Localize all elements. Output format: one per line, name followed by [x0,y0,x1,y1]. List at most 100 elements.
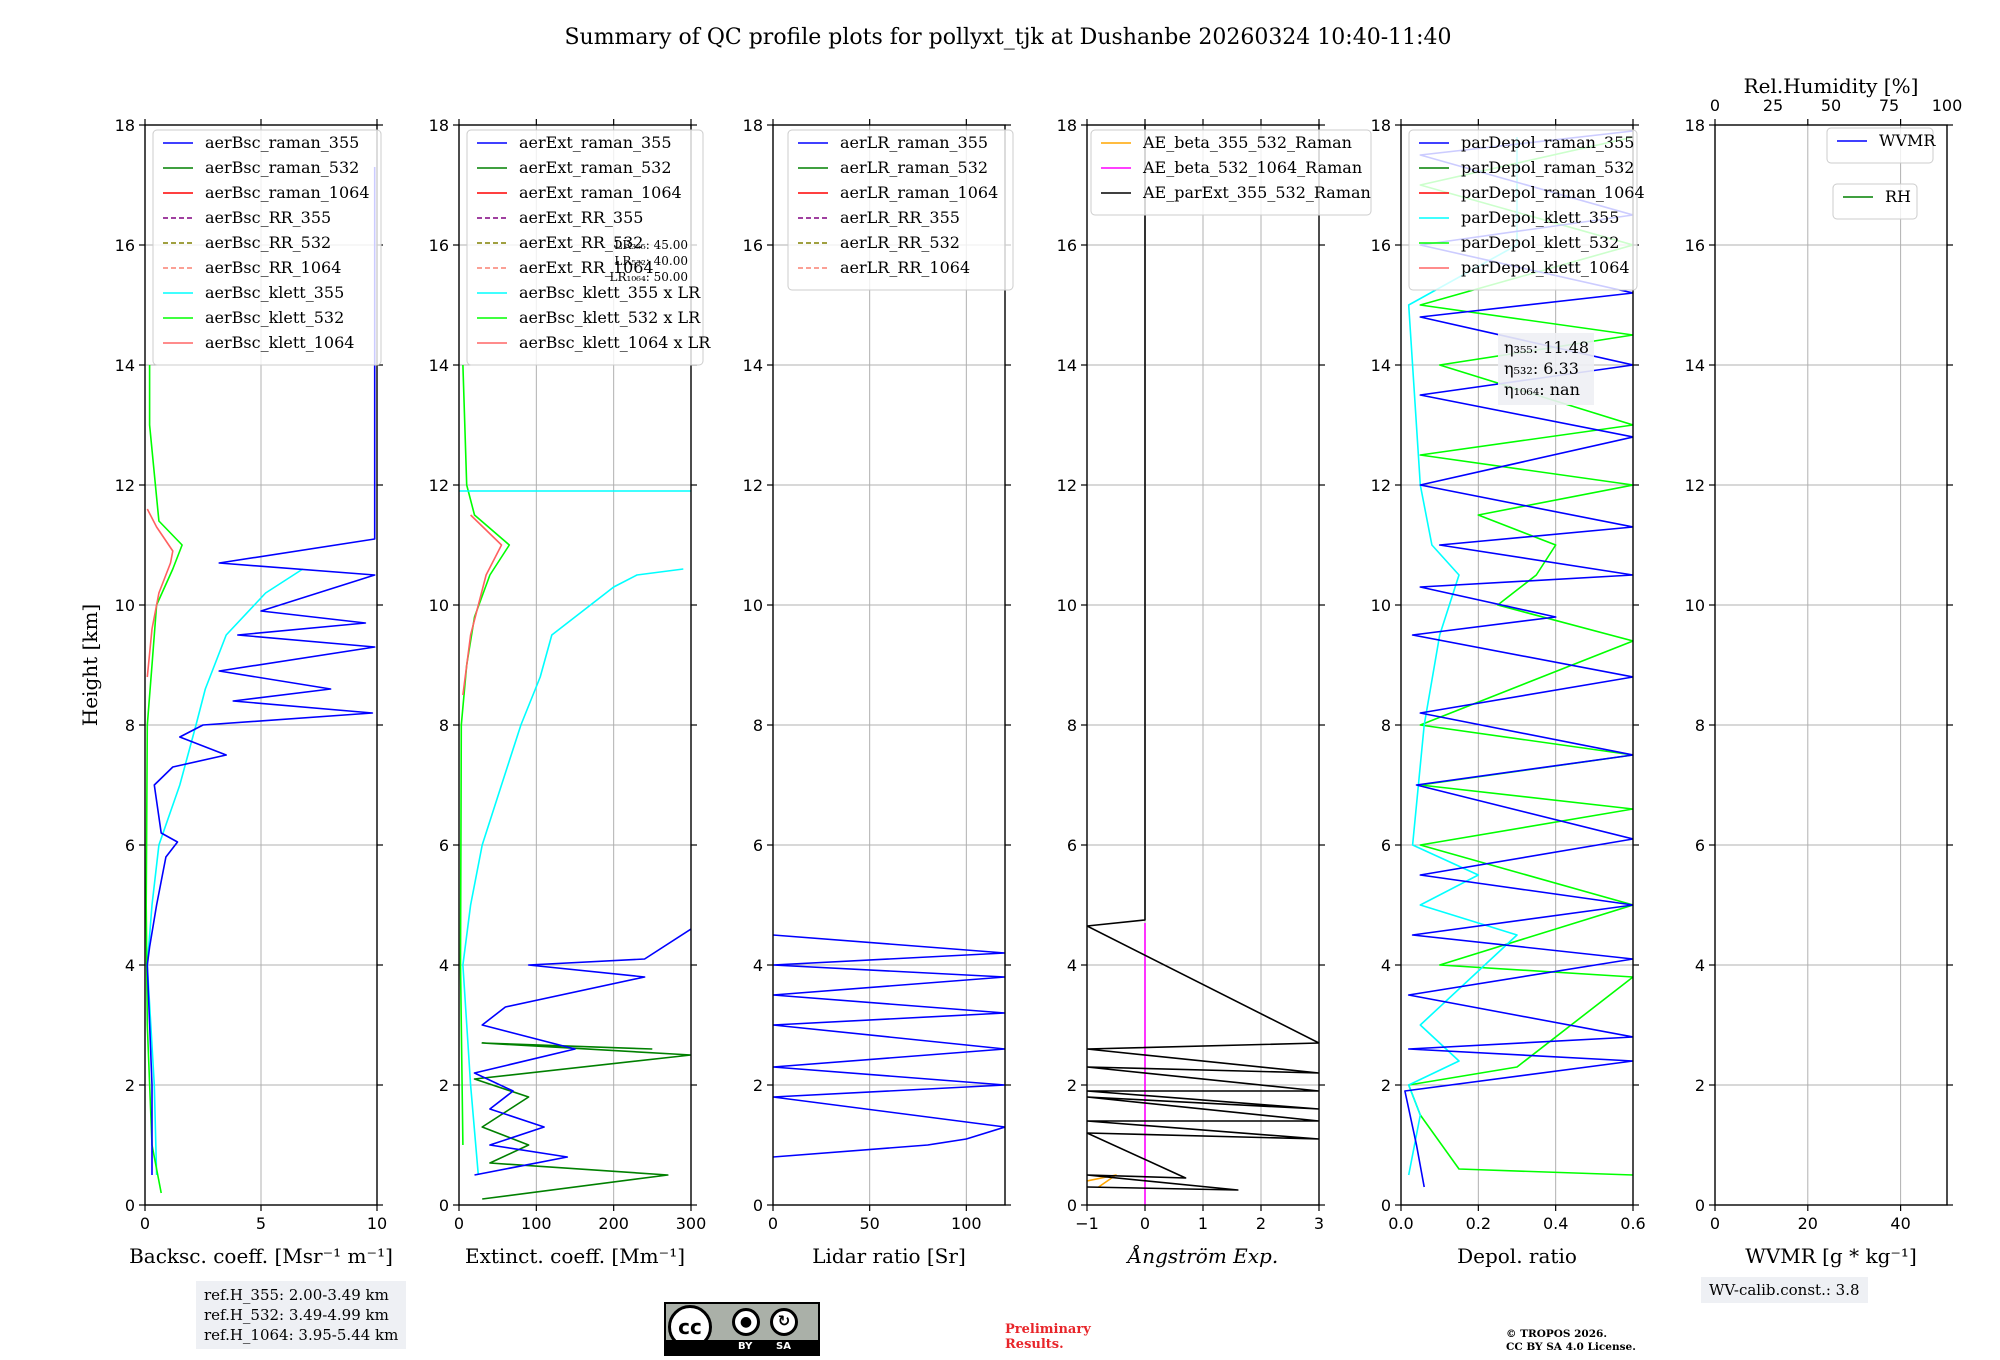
tick-label-y-depol: 14 [1371,356,1391,375]
legend-label-aerLR_RR_532: aerLR_RR_532 [840,233,960,252]
tick-label-y-depol: 16 [1371,236,1391,255]
legend-box-ae [1090,129,1372,216]
legend-label-parDepol_raman_1064: parDepol_raman_1064 [1461,183,1645,202]
cc-badge-top: cc ● ↻ [666,1304,818,1349]
lr-stat-0: LR₃₅₅: 45.00 [614,238,688,252]
tick-label-x-lr: 50 [859,1214,879,1233]
tick-label-y-ae: 16 [1057,236,1077,255]
tick-label-x-ext: 0 [454,1214,464,1233]
tick-label-y-bsc: 4 [125,956,135,975]
legend-label-aerBsc_klett_355: aerBsc_klett_355 [205,283,344,302]
x-axis-label-ext: Extinct. coeff. [Mm⁻¹] [465,1244,685,1268]
legend-label-aerLR_RR_1064: aerLR_RR_1064 [840,258,970,277]
tick-label-x-lr: 100 [951,1214,982,1233]
legend-box-wvmr [1826,127,1934,164]
series-line-aerBsc_klett_532 [145,365,183,1194]
legend-label-aerBsc_raman_355: aerBsc_raman_355 [205,133,359,152]
legend-label-aerLR_raman_532: aerLR_raman_532 [840,158,988,177]
tick-label-y-ae: 2 [1067,1076,1077,1095]
tick-label-x-ae: 3 [1314,1214,1324,1233]
tick-label-y-lr: 0 [753,1196,763,1215]
series-line-aerBsc_klett_532 x LR [459,364,511,1146]
series-group-ae [1087,125,1319,1205]
series-group-ext [459,364,691,1200]
tick-label-y-wvmr: 8 [1695,716,1705,735]
reference-height-box: ref.H_355: 2.00-3.49 km ref.H_532: 3.49-… [196,1281,407,1349]
lr-stat-1: LR₅₃₂: 40.00 [614,254,688,268]
legend-label-parDepol_klett_532: parDepol_klett_532 [1461,233,1619,252]
tick-label-x-bsc: 10 [367,1214,387,1233]
legend-label-aerExt_RR_355: aerExt_RR_355 [519,208,643,227]
tick-label-y-wvmr: 16 [1685,236,1705,255]
legend-box-rh [1832,183,1918,220]
panel-ext: 0 100 200 300 0 2 4 6 8 10 12 14 16 18 Extinct. coeff.… [429,116,712,1268]
tick-label-y-lr: 10 [743,596,763,615]
series-group-bsc [145,167,376,1194]
tick-label-y-ae: 18 [1057,116,1077,135]
tick-label-y-ae: 0 [1067,1196,1077,1215]
eta-stat-2: η₁₀₆₄: nan [1504,380,1580,399]
tick-label-y-depol: 4 [1381,956,1391,975]
tick-label-x-ext: 200 [598,1214,629,1233]
legend-label-RH: RH [1885,187,1911,206]
tick-label-x-ext: 300 [676,1214,707,1233]
tick-label-y-wvmr: 10 [1685,596,1705,615]
secondary-tick-label: 0 [1710,96,1720,115]
tick-label-y-depol: 0 [1381,1196,1391,1215]
eta-stat-0: η₃₅₅: 11.48 [1504,338,1589,357]
legend-label-aerBsc_raman_1064: aerBsc_raman_1064 [205,183,370,202]
legend-label-AE_beta_355_532_Raman: AE_beta_355_532_Raman [1142,133,1352,152]
series-line-aerBsc_klett_1064 x LR [462,514,503,696]
tick-label-y-lr: 6 [753,836,763,855]
tick-label-y-wvmr: 18 [1685,116,1705,135]
tick-label-y-wvmr: 6 [1695,836,1705,855]
tick-label-y-lr: 4 [753,956,763,975]
legend-label-aerBsc_klett_1064 x LR: aerBsc_klett_1064 x LR [519,333,711,352]
legend-label-AE_parExt_355_532_Raman: AE_parExt_355_532_Raman [1142,183,1371,202]
tick-label-y-ext: 4 [439,956,449,975]
legend-box-depol [1408,129,1638,291]
ref-height-532: ref.H_532: 3.49-4.99 km [204,1306,389,1324]
series-line-aerLR_raman_355 [773,934,1005,1158]
tick-label-y-wvmr: 2 [1695,1076,1705,1095]
legend-label-AE_beta_532_1064_Raman: AE_beta_532_1064_Raman [1142,158,1362,177]
series-group-lr [773,934,1005,1158]
legend-label-aerBsc_klett_1064: aerBsc_klett_1064 [205,333,354,352]
tick-label-y-lr: 18 [743,116,763,135]
attribution-icon: ● [732,1308,760,1336]
tick-label-y-ext: 18 [429,116,449,135]
tick-label-y-lr: 8 [753,716,763,735]
legend-label-aerLR_raman_1064: aerLR_raman_1064 [840,183,998,202]
tick-label-y-bsc: 6 [125,836,135,855]
tick-label-y-bsc: 16 [115,236,135,255]
tick-label-y-lr: 16 [743,236,763,255]
figure-title: Summary of QC profile plots for pollyxt_… [564,25,1451,50]
tick-label-x-ae: 1 [1198,1214,1208,1233]
x-axis-label-wvmr: WVMR [g * kg⁻¹] [1745,1244,1917,1268]
legend-label-aerBsc_klett_532: aerBsc_klett_532 [205,308,344,327]
tick-label-y-wvmr: 12 [1685,476,1705,495]
series-line-aerBsc_klett_1064 [146,508,174,678]
tick-label-y-ext: 8 [439,716,449,735]
legend-label-aerExt_raman_355: aerExt_raman_355 [519,133,672,152]
legend-label-aerLR_raman_355: aerLR_raman_355 [840,133,988,152]
legend-label-aerExt_raman_532: aerExt_raman_532 [519,158,672,177]
axes-frame-depol [1400,124,1634,1206]
tick-label-x-ext: 100 [521,1214,552,1233]
legend-label-aerBsc_raman_532: aerBsc_raman_532 [205,158,359,177]
tick-label-x-wvmr: 0 [1710,1214,1720,1233]
tick-label-y-depol: 8 [1381,716,1391,735]
legend-label-parDepol_klett_1064: parDepol_klett_1064 [1461,258,1630,277]
preliminary-line-1: Preliminary [1005,1322,1091,1337]
preliminary-results-note: Preliminary Results. [1005,1322,1091,1352]
tick-label-x-depol: 0.2 [1466,1214,1491,1233]
tick-label-x-wvmr: 20 [1798,1214,1818,1233]
x-axis-label-bsc: Backsc. coeff. [Msr⁻¹ m⁻¹] [129,1244,393,1268]
tick-label-y-ae: 10 [1057,596,1077,615]
tick-label-y-ext: 2 [439,1076,449,1095]
wv-calibration-box: WV-calib.const.: 3.8 [1701,1277,1868,1303]
axes-frame-ae [1086,124,1320,1206]
cc-by-sa-license-badge[interactable]: cc ● ↻ BY SA [664,1302,820,1356]
tick-label-y-wvmr: 14 [1685,356,1705,375]
legend-label-aerExt_RR_1064: aerExt_RR_1064 [519,258,654,277]
